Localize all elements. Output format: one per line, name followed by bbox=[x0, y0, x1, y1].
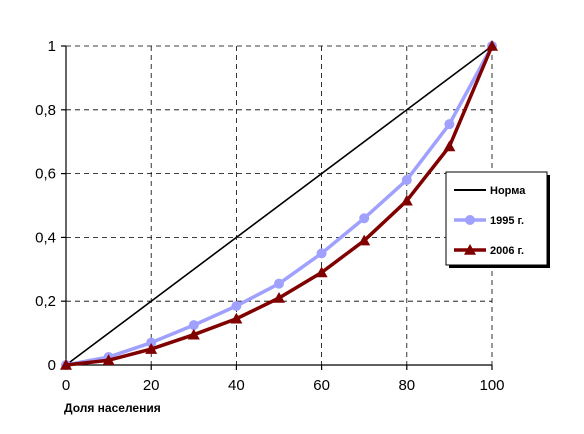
data-point bbox=[444, 119, 455, 130]
y-tick-label: 0,8 bbox=[35, 102, 56, 119]
x-tick-label: 80 bbox=[398, 377, 415, 394]
data-point bbox=[359, 213, 370, 224]
data-point bbox=[316, 248, 327, 259]
data-point bbox=[231, 300, 242, 311]
series-lines bbox=[60, 40, 498, 370]
data-point bbox=[230, 312, 243, 324]
data-point bbox=[400, 194, 413, 206]
legend-label: 1995 г. bbox=[490, 215, 524, 227]
legend-entry: Норма bbox=[454, 185, 526, 197]
legend-marker bbox=[464, 244, 476, 255]
x-tick-label: 40 bbox=[228, 377, 245, 394]
data-point bbox=[358, 234, 371, 246]
data-point bbox=[102, 354, 115, 366]
data-point bbox=[145, 343, 158, 354]
y-tick-label: 0,6 bbox=[35, 166, 56, 183]
x-tick-label: 100 bbox=[479, 377, 504, 394]
x-tick-label: 60 bbox=[313, 377, 330, 394]
x-axis-title: Доля населения bbox=[64, 401, 161, 415]
legend-entry: 2006 г. bbox=[454, 244, 524, 257]
data-point bbox=[401, 174, 412, 185]
data-point bbox=[443, 140, 456, 152]
y-tick-label: 0,4 bbox=[35, 229, 56, 246]
y-tick-label: 0 bbox=[48, 357, 56, 374]
series-2 bbox=[60, 40, 498, 370]
data-point bbox=[273, 292, 285, 303]
y-tick-label: 0,2 bbox=[35, 293, 56, 310]
grid-lines bbox=[66, 45, 493, 365]
data-point bbox=[274, 278, 284, 289]
data-point bbox=[146, 337, 157, 348]
legend-marker bbox=[465, 215, 475, 225]
x-tick-label: 0 bbox=[62, 377, 70, 394]
y-tick-label: 1 bbox=[48, 38, 56, 55]
axes bbox=[61, 45, 493, 370]
tick-labels: 0 0,2 0,4 0,6 0,8 1 0 20 40 60 80 100 bbox=[35, 38, 504, 394]
legend-entry: 1995 г. bbox=[454, 215, 524, 227]
legend-label: Норма bbox=[490, 185, 526, 197]
legend: Норма 1995 г. 2006 г. bbox=[445, 171, 550, 268]
series-line bbox=[65, 45, 493, 366]
x-tick-label: 20 bbox=[143, 377, 160, 394]
data-point bbox=[315, 266, 328, 278]
series-1 bbox=[61, 41, 497, 370]
data-point bbox=[187, 328, 200, 340]
data-point bbox=[486, 40, 498, 51]
series-0 bbox=[65, 45, 493, 366]
data-point bbox=[60, 359, 72, 370]
legend-label: 2006 г. bbox=[490, 245, 524, 257]
data-point bbox=[188, 320, 199, 331]
